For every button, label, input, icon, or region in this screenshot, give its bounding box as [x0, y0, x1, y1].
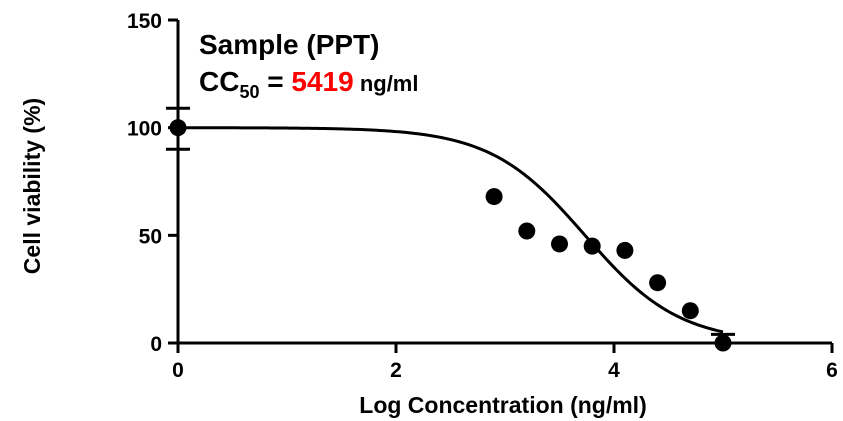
cc-equals: = [259, 66, 291, 97]
error-bars [166, 106, 735, 343]
cc50-annotation: CC50 = 5419 ng/ml [199, 66, 418, 102]
data-point [485, 188, 503, 206]
x-tick-label: 4 [608, 359, 620, 382]
data-point [518, 222, 536, 240]
annotation-title: Sample (PPT) [199, 29, 379, 60]
cc50-value: 5419 [291, 66, 353, 97]
fit-curve [178, 126, 724, 334]
cc-unit: ng/ml [354, 71, 419, 96]
y-axis-title: Cell viability (%) [19, 98, 45, 274]
data-point [681, 302, 699, 320]
cc-subscript: 50 [239, 82, 259, 102]
data-point [551, 235, 568, 253]
fit-curve-group [178, 126, 724, 334]
ticks: 0 50 100 150 0 2 4 6 [127, 10, 838, 382]
x-tick-label: 0 [172, 359, 184, 382]
y-tick-label: 50 [139, 225, 162, 248]
x-tick-label: 2 [390, 359, 402, 382]
data-point [714, 334, 732, 352]
x-axis-title: Log Concentration (ng/ml) [359, 392, 646, 418]
y-tick-label: 0 [150, 333, 162, 356]
y-tick-label: 150 [127, 10, 162, 33]
data-point [583, 237, 601, 255]
data-point [649, 274, 667, 292]
data-point [169, 119, 187, 137]
cc-label: CC [199, 66, 239, 97]
data-point [616, 241, 634, 259]
x-tick-label: 6 [826, 359, 838, 382]
y-tick-label: 100 [127, 118, 162, 141]
data-points [169, 119, 732, 352]
